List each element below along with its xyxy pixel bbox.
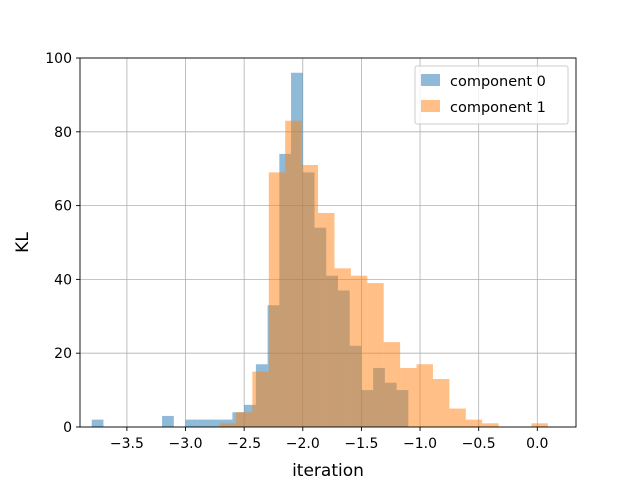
y-tick-label: 80 — [54, 125, 72, 141]
axis-ticks: −3.5 −3.0 −2.5 −2.0 −1.5 −1.0 −0.5 0.0 0 20 40 60 80… — [45, 51, 548, 452]
histogram-bar — [318, 212, 335, 427]
histogram-bar — [268, 172, 286, 427]
series-component-1 — [219, 120, 548, 427]
histogram-bar — [367, 283, 384, 427]
plot-area-frame — [79, 57, 577, 428]
histogram-bar — [416, 364, 433, 427]
y-tick-label: 40 — [54, 272, 72, 288]
histogram-bar — [334, 268, 351, 427]
histogram-bar — [162, 415, 174, 427]
histogram-bar — [208, 419, 221, 427]
legend-swatch-component-1 — [421, 100, 440, 112]
x-tick-label: −2.0 — [286, 436, 320, 452]
histogram-bars — [91, 72, 548, 427]
histogram-bar — [400, 367, 417, 427]
histogram-bar — [531, 423, 548, 427]
legend: component 0 component 1 — [414, 65, 569, 125]
legend-label-component-0: component 0 — [450, 74, 546, 90]
legend-swatch-component-0 — [421, 74, 440, 86]
histogram-bar — [185, 419, 198, 427]
histogram-bar — [91, 419, 104, 427]
x-tick-label: −0.5 — [462, 436, 496, 452]
y-tick-label: 60 — [54, 199, 72, 215]
y-axis-title: KL — [13, 232, 33, 253]
y-tick-label: 0 — [63, 420, 72, 436]
y-tick-label: 20 — [54, 346, 72, 362]
legend-box — [414, 65, 569, 125]
x-tick-label: −3.0 — [169, 436, 203, 452]
histogram-bar — [432, 379, 450, 427]
histogram-bar — [301, 165, 319, 427]
histogram-bar — [219, 423, 236, 427]
histogram-bar — [383, 342, 401, 427]
y-tick-label: 100 — [45, 51, 72, 67]
histogram-bar — [285, 120, 302, 427]
histogram-bar — [235, 412, 253, 427]
x-tick-label: −3.5 — [110, 436, 144, 452]
x-tick-label: −2.5 — [227, 436, 261, 452]
x-tick-label: 0.0 — [526, 436, 548, 452]
x-tick-label: −1.5 — [344, 436, 378, 452]
histogram-bar — [350, 275, 368, 427]
histogram-bar — [449, 408, 466, 427]
x-tick-label: −1.0 — [403, 436, 437, 452]
legend-label-component-1: component 1 — [450, 100, 546, 116]
histogram-bar — [482, 423, 499, 427]
histogram-bar — [465, 419, 483, 427]
histogram-bar — [197, 419, 209, 427]
histogram-bar — [252, 371, 269, 427]
x-axis-title: iteration — [292, 461, 364, 480]
